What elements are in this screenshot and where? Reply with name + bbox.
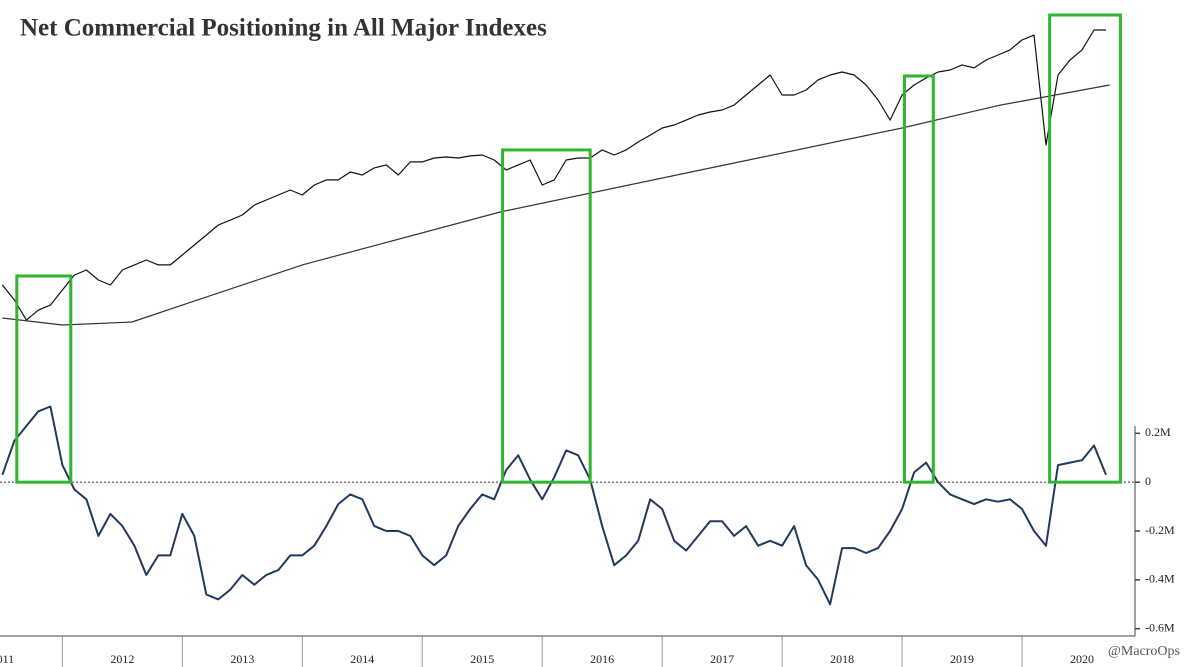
series-line [1, 29, 1106, 321]
highlight-box [15, 274, 73, 484]
x-tick-label: 2015 [470, 652, 494, 666]
x-tick-label: 2018 [830, 652, 854, 666]
highlight-box [902, 74, 935, 484]
series-line [1, 405, 1107, 606]
chart-title: Net Commercial Positioning in All Major … [20, 15, 547, 42]
series-line [2, 84, 1110, 326]
x-tick-label: 2014 [350, 652, 374, 666]
y-tick-label: -0.4M [1145, 572, 1175, 586]
watermark: @MacroOps [1108, 644, 1180, 659]
y-tick-label: 0.2M [1145, 425, 1171, 439]
highlight-box [501, 148, 592, 484]
x-tick-label: 2019 [950, 652, 974, 666]
y-tick-label: -0.2M [1145, 523, 1175, 537]
x-tick-label: 2017 [710, 652, 734, 666]
x-tick-label: 2013 [230, 652, 254, 666]
x-tick-label: 2016 [590, 652, 614, 666]
x-tick-label: 2011 [0, 652, 14, 666]
x-tick-label: 2012 [110, 652, 134, 666]
y-tick-label: 0 [1145, 474, 1151, 488]
x-tick-label: 2020 [1070, 652, 1094, 666]
y-tick-label: -0.6M [1145, 620, 1175, 634]
highlight-box [1048, 13, 1122, 484]
